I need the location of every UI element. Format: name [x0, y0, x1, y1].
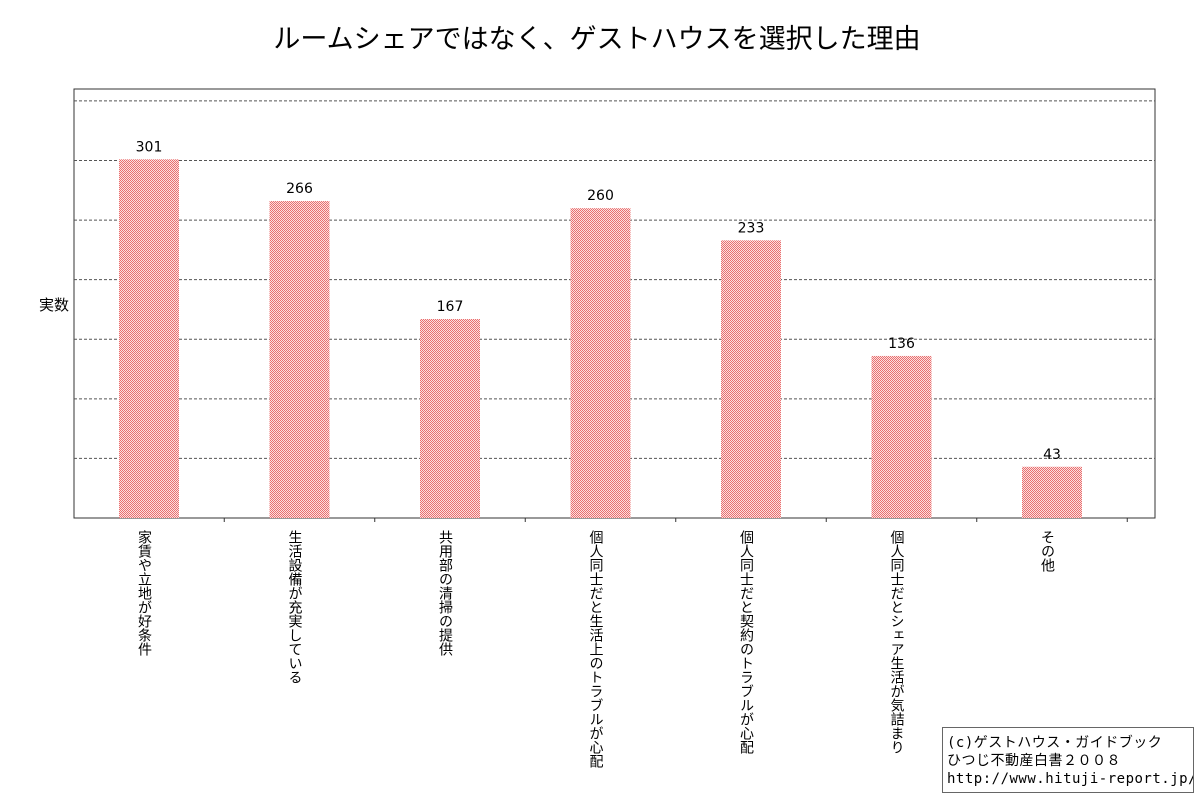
bar	[871, 355, 932, 518]
bar	[1022, 466, 1082, 518]
data-label: 301	[136, 139, 163, 155]
bar	[721, 240, 781, 518]
bar	[420, 318, 480, 518]
category-label: その他	[1039, 530, 1055, 573]
category-labels: 家賃や立地が好条件 生活設備が充実している 共用部の清掃の提供 個人同士だと生活上のト…	[136, 529, 1055, 768]
category-label: 個人同士だと生活上のトラブルが心配	[588, 530, 604, 768]
x-axis-ticks	[223, 518, 1128, 522]
category-label: 家賃や立地が好条件	[136, 529, 152, 656]
bar	[269, 201, 330, 518]
credit-box: (c)ゲストハウス・ガイドブック ひつじ不動産白書２００８ http://www…	[942, 727, 1194, 793]
bar	[119, 159, 179, 518]
credit-line-url: http://www.hituji-report.jp/	[947, 771, 1194, 787]
bars	[119, 159, 1082, 518]
category-label: 個人同士だとシェア生活が気詰まり	[889, 530, 905, 754]
category-label: 個人同士だと契約のトラブルが心配	[738, 530, 754, 754]
data-label: 167	[437, 299, 464, 315]
category-label: 生活設備が充実している	[287, 530, 303, 684]
chart-title: ルームシェアではなく、ゲストハウスを選択した理由	[273, 24, 920, 55]
data-label: 233	[738, 220, 765, 236]
data-label: 260	[587, 188, 614, 204]
data-label: 43	[1043, 447, 1061, 463]
category-label: 共用部の清掃の提供	[437, 530, 453, 656]
credit-line-copyright: (c)ゲストハウス・ガイドブック	[947, 735, 1163, 751]
gridlines	[74, 100, 1155, 459]
data-label: 266	[286, 181, 313, 197]
value-labels: 301 266 167 260 233 136 43	[136, 139, 1061, 462]
bar	[570, 208, 631, 518]
y-axis-label: 実数	[39, 296, 69, 314]
credit-line-publication: ひつじ不動産白書２００８	[947, 753, 1121, 769]
data-label: 136	[888, 336, 915, 352]
